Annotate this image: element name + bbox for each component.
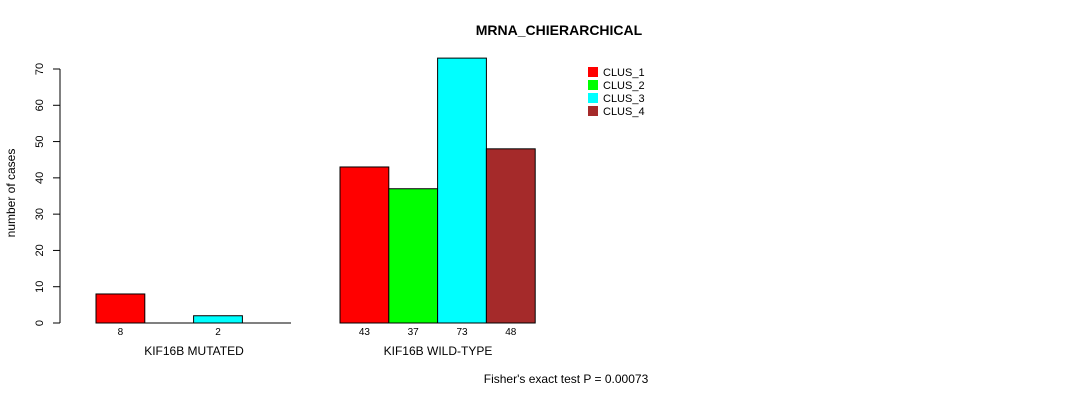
legend-label: CLUS_3 [603,93,645,105]
bar-clus1-group-2 [339,166,390,324]
y-tick-label: 30 [34,208,46,220]
bar-count-label: 43 [359,327,371,338]
group-label: KIF16B WILD-TYPE [384,344,493,358]
y-axis-label: number of cases [4,149,18,238]
y-tick-label: 10 [34,281,46,293]
bar-clus3-group-1 [193,315,243,324]
y-tick-label: 40 [34,172,46,184]
bars: 8 2 43 37 73 48 [95,57,536,338]
bar-count-label: 2 [215,327,221,338]
legend-label: CLUS_1 [603,67,645,79]
legend-label: CLUS_2 [603,80,645,92]
group-axes: KIF16B MUTATED KIF16B WILD-TYPE [96,322,535,358]
y-tick-label: 50 [34,135,46,147]
bar-count-label: 8 [118,327,124,338]
y-tick-label: 70 [34,63,46,75]
legend-label: CLUS_4 [603,106,645,118]
fisher-test-footnote: Fisher's exact test P = 0.00073 [484,372,649,386]
y-axis: 0 10 20 30 40 50 60 70 [34,63,61,326]
group-label: KIF16B MUTATED [144,344,244,358]
legend-swatch [588,106,598,116]
chart-title: MRNA_CHIERARCHICAL [476,22,643,38]
legend-swatch [588,93,598,103]
bar-clus1-group-1 [95,293,146,324]
bar-count-label: 73 [456,327,468,338]
y-tick-label: 20 [34,244,46,256]
bar-clus4-group-2 [485,148,536,324]
legend-swatch [588,80,598,90]
bar-clus2-group-2 [388,188,439,324]
bar-count-label: 37 [408,327,420,338]
bar-clus3-group-2 [437,57,487,324]
y-tick-label: 60 [34,99,46,111]
legend-swatch [588,67,598,77]
bar-count-label: 48 [505,327,517,338]
y-tick-label: 0 [34,320,46,326]
